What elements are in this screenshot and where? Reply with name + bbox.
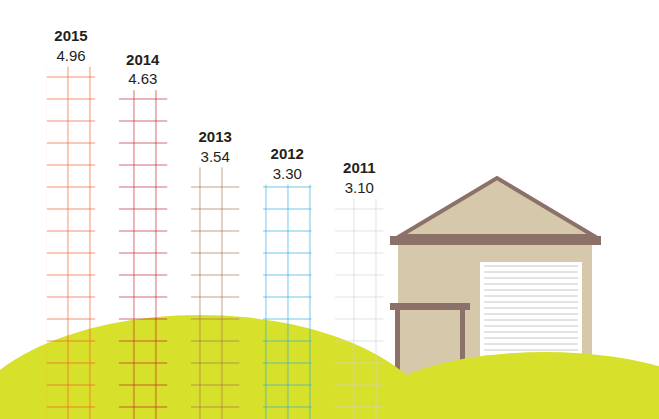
svg-text:20144.63: 20144.63 [126,51,160,88]
svg-text:20123.30: 20123.30 [271,145,304,182]
svg-text:20133.54: 20133.54 [198,128,231,165]
svg-text:20154.96: 20154.96 [54,27,87,64]
svg-text:20113.10: 20113.10 [343,159,376,196]
